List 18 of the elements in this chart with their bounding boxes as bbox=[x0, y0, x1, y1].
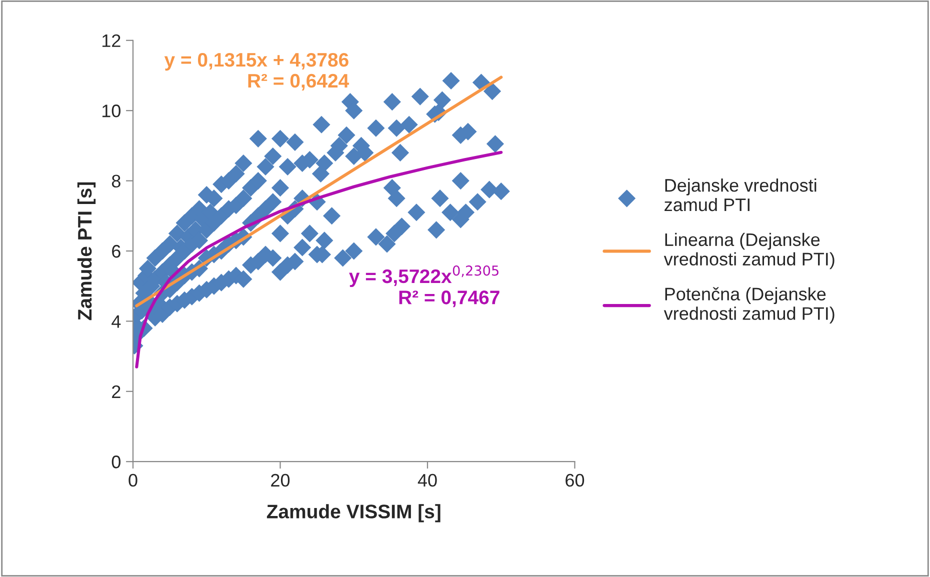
y-tick-label: 10 bbox=[102, 104, 120, 118]
legend-label: Linearna (Dejanske vrednosti zamud PTI) bbox=[664, 232, 834, 270]
annotation: y = 0,1315x + 4,3786 R² = 0,6424 bbox=[164, 52, 350, 90]
legend-label: Dejanske vrednosti zamud PTI bbox=[664, 178, 816, 212]
annotation: y = 3,5722x$^{0,2305}$ R² = 0,7467 bbox=[349, 265, 500, 308]
y-axis-title: Zamude PTI [s] bbox=[77, 182, 96, 320]
y-tick-label: 4 bbox=[112, 315, 121, 328]
x-tick-label: 20 bbox=[271, 474, 290, 487]
y-tick-label: 2 bbox=[112, 385, 120, 398]
x-tick-label: 0 bbox=[128, 474, 138, 487]
legend-label: Potenčna (Dejanske vrednosti zamud PTI) bbox=[664, 287, 834, 324]
x-tick-label: 40 bbox=[418, 474, 437, 487]
y-tick-label: 0 bbox=[112, 456, 120, 468]
x-axis-title: Zamude VISSIM [s] bbox=[266, 504, 440, 522]
x-tick-label: 60 bbox=[566, 474, 584, 487]
y-tick-label: 12 bbox=[102, 34, 120, 47]
y-tick-label: 6 bbox=[112, 244, 120, 258]
y-tick-label: 8 bbox=[112, 174, 120, 188]
